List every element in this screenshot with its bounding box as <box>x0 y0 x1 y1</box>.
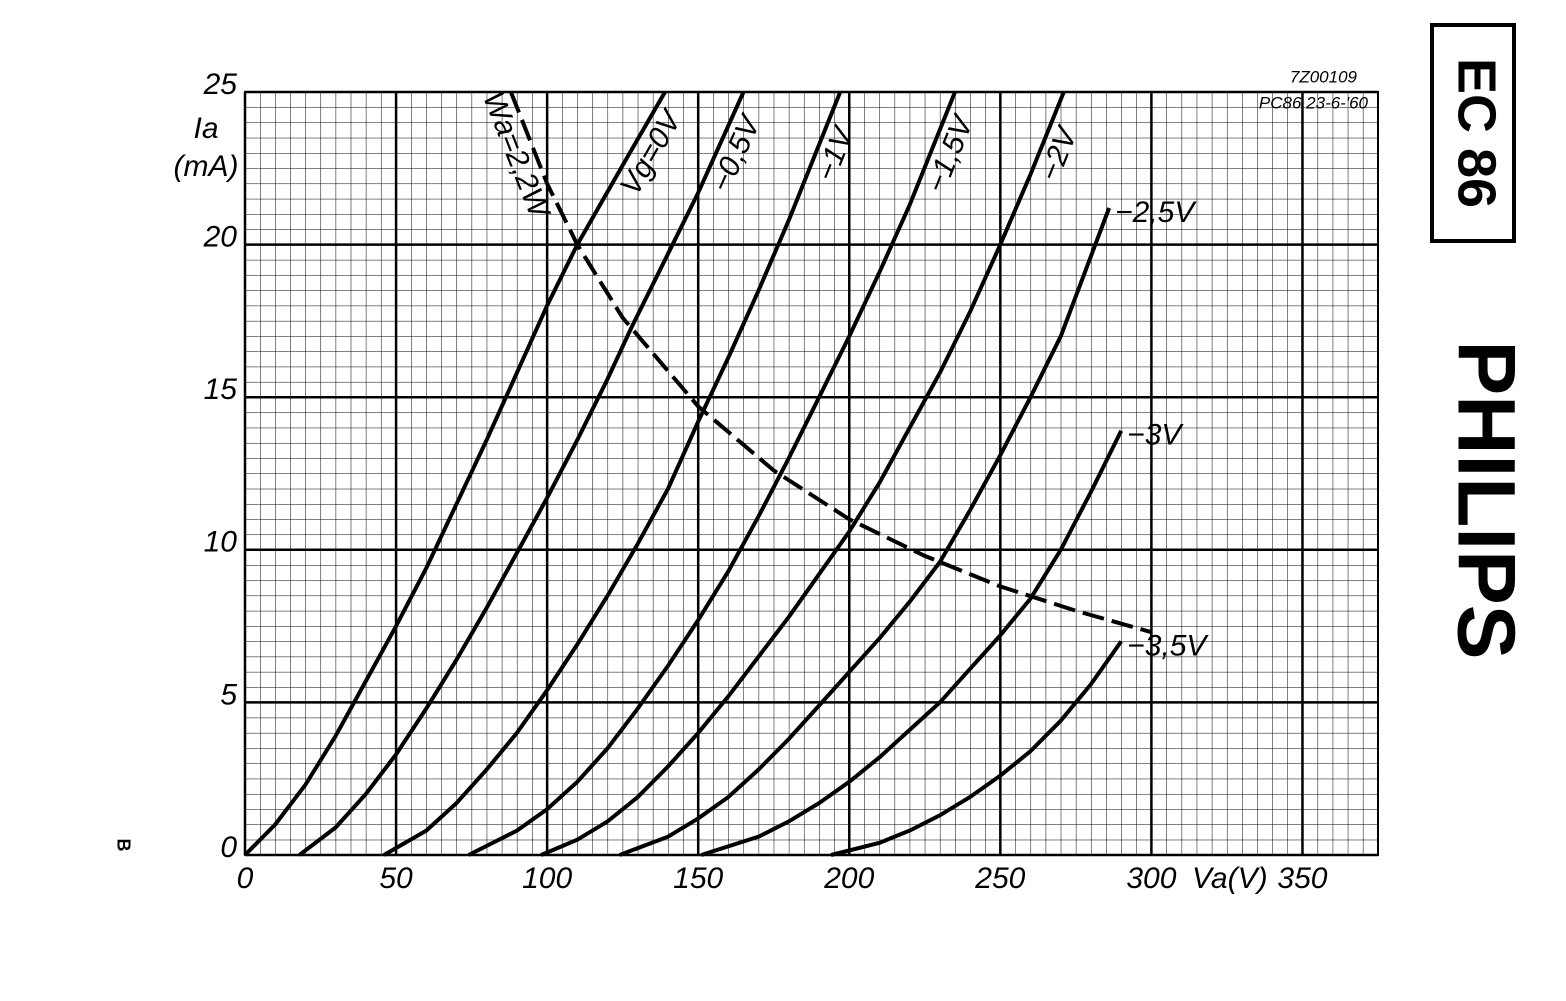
x-tick-label: 100 <box>522 862 572 895</box>
x-tick-label: 0 <box>237 862 254 895</box>
y-tick-label: 0 <box>220 831 237 864</box>
drawing-date: PC86 23-6-'60 <box>1259 93 1369 112</box>
y-axis-label: Ia <box>193 112 218 145</box>
y-tick-label: 15 <box>204 373 238 406</box>
y-tick-label: 20 <box>203 221 238 254</box>
tube-box <box>1430 23 1516 243</box>
corner-mark: B <box>113 839 133 852</box>
x-tick-label: 200 <box>823 862 874 895</box>
x-tick-label: 250 <box>974 862 1025 895</box>
curve <box>298 91 746 857</box>
curve <box>467 91 957 857</box>
x-tick-label: 300 <box>1126 862 1176 895</box>
curve <box>540 91 1066 857</box>
minor-grid <box>245 92 1378 855</box>
curve-label: −2,5V <box>1115 196 1197 229</box>
y-tick-label: 25 <box>203 68 238 101</box>
curve <box>830 640 1123 857</box>
curve <box>383 91 843 857</box>
x-tick-label: 150 <box>673 862 723 895</box>
curve <box>700 429 1123 857</box>
curve-label: −3V <box>1127 419 1184 452</box>
curve <box>243 90 667 857</box>
x-axis-label: Va(V) <box>1192 862 1268 895</box>
curve-label: −3,5V <box>1127 629 1209 662</box>
tube-name: EC 86 <box>1447 58 1507 208</box>
y-tick-label: 5 <box>220 678 237 711</box>
x-tick-label: 350 <box>1277 862 1327 895</box>
y-axis-unit: (mA) <box>174 150 239 183</box>
curve <box>618 207 1111 857</box>
y-tick-label: 10 <box>204 526 238 559</box>
brand: PHILIPS <box>1440 341 1531 660</box>
dissipation-curve <box>509 91 1152 635</box>
x-tick-label: 50 <box>379 862 413 895</box>
drawing-number: 7Z00109 <box>1290 67 1358 86</box>
